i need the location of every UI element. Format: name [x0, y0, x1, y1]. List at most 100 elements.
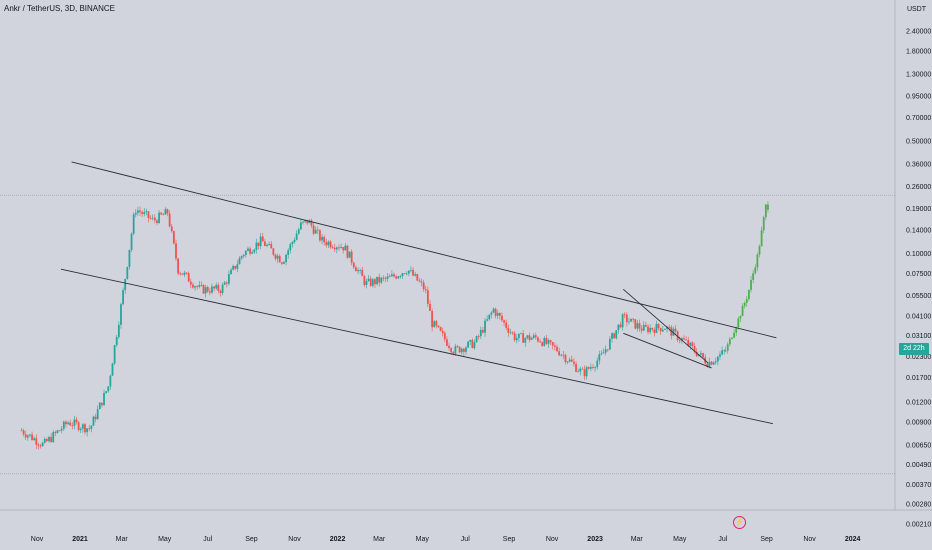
candle: [723, 350, 726, 352]
candle: [426, 290, 429, 304]
x-tick-label: Mar: [373, 536, 386, 543]
candle: [26, 435, 29, 438]
candle: [213, 286, 215, 289]
candle: [156, 220, 158, 224]
y-tick-label: 0.50000: [906, 138, 931, 145]
candle: [257, 242, 260, 247]
candle: [513, 332, 516, 341]
x-tick-label: Nov: [803, 536, 816, 543]
candle: [200, 284, 203, 286]
candle: [628, 321, 630, 323]
candle: [623, 314, 626, 316]
candle: [342, 247, 345, 251]
projection-candle: [741, 305, 744, 317]
candle: [274, 254, 277, 259]
candle: [206, 287, 209, 292]
candle: [674, 328, 677, 332]
candle: [75, 419, 78, 423]
candle: [299, 222, 302, 230]
candle: [642, 324, 645, 331]
candle: [225, 282, 228, 284]
candle: [139, 210, 141, 213]
candle: [86, 428, 88, 433]
candle: [295, 233, 298, 240]
candle: [592, 367, 594, 368]
y-tick-label: 0.00490: [906, 462, 931, 469]
candle: [465, 347, 467, 352]
candle: [128, 249, 131, 267]
candle: [560, 354, 563, 356]
candle: [272, 248, 275, 255]
candle: [96, 409, 99, 420]
candle: [543, 337, 546, 346]
candle: [223, 282, 226, 285]
y-tick-label: 0.07500: [906, 271, 931, 278]
candle: [69, 422, 72, 426]
candle: [475, 336, 478, 343]
projection-candle: [737, 318, 740, 328]
y-tick-label: 0.05500: [906, 293, 931, 300]
candle: [122, 290, 124, 305]
candle: [20, 430, 23, 432]
candle: [412, 269, 414, 276]
candle: [568, 359, 571, 362]
candle: [577, 371, 580, 373]
candle: [522, 333, 525, 343]
candle: [549, 340, 552, 343]
candle: [168, 213, 171, 227]
candle: [492, 308, 495, 313]
candle: [520, 333, 522, 335]
candle: [204, 287, 207, 294]
candle: [187, 273, 190, 282]
candle: [149, 217, 152, 219]
candle: [376, 276, 378, 285]
candle: [378, 276, 381, 283]
candle: [50, 437, 53, 442]
projection-candle: [735, 327, 738, 333]
candle: [545, 337, 548, 344]
candle: [407, 270, 410, 274]
candle: [424, 289, 427, 291]
projection-candle: [760, 230, 763, 247]
candle: [136, 210, 139, 213]
candle: [302, 221, 304, 223]
candle: [460, 348, 463, 353]
candle: [414, 274, 417, 276]
candle: [162, 214, 165, 216]
candle: [65, 421, 67, 425]
candle: [374, 279, 376, 285]
candle: [534, 335, 537, 338]
x-tick-label: Sep: [760, 536, 773, 543]
candle: [570, 359, 573, 362]
candle: [71, 425, 74, 427]
x-tick-label: Nov: [31, 536, 44, 543]
candle: [60, 428, 63, 431]
flash-icon[interactable]: ⚡: [733, 516, 746, 529]
candle: [221, 284, 224, 294]
candle: [666, 326, 668, 330]
candle: [530, 337, 533, 340]
candle: [418, 280, 421, 282]
candle: [431, 310, 434, 328]
x-tick-label: 2021: [72, 536, 88, 543]
candle: [43, 438, 46, 443]
y-tick-label: 0.00280: [906, 501, 931, 508]
candle: [664, 329, 666, 330]
candle: [77, 422, 80, 431]
candle: [547, 340, 550, 344]
candle: [477, 336, 480, 337]
candle: [651, 327, 654, 330]
y-tick-label: 0.10000: [906, 251, 931, 258]
candle: [661, 329, 664, 332]
candle: [573, 361, 575, 364]
y-tick-label: 0.04100: [906, 313, 931, 320]
candle: [247, 248, 249, 251]
candle: [683, 338, 685, 340]
candle: [211, 286, 213, 293]
candle: [579, 368, 582, 372]
projection-candle: [724, 350, 727, 352]
candle: [280, 262, 283, 264]
candle: [230, 269, 232, 275]
candle: [126, 266, 129, 279]
